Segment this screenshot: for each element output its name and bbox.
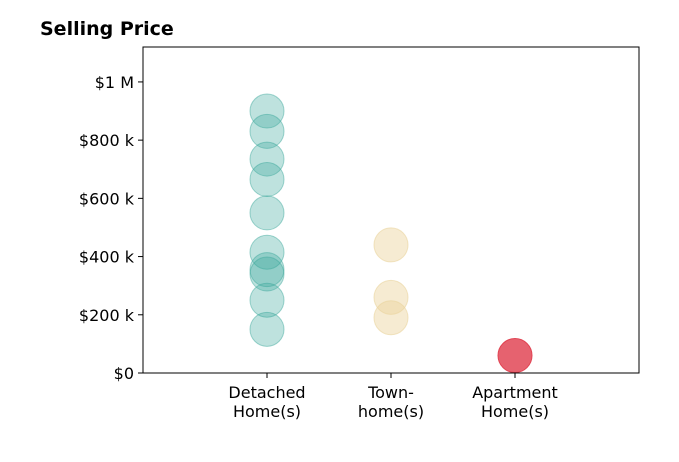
data-point-1-0 xyxy=(373,227,409,263)
data-point-0-3 xyxy=(249,161,285,197)
data-point-1-1 xyxy=(373,279,409,315)
y-axis: $0 $200 k $400 k $600 k $800 k $1 M xyxy=(79,73,143,383)
data-point-0-4 xyxy=(249,195,285,231)
x-tick-label-2: Apartment Home(s) xyxy=(472,383,558,421)
data-point-0-0 xyxy=(249,93,285,129)
data-point-0-5 xyxy=(249,234,285,270)
chart-title: Selling Price xyxy=(40,18,174,40)
y-tick-label-5: $1 M xyxy=(95,73,134,92)
data-point-0-8 xyxy=(249,282,285,318)
data-point-0-9 xyxy=(249,311,285,347)
data-point-0-7 xyxy=(249,256,285,292)
data-point-0-6 xyxy=(249,252,285,288)
y-tick-label-0: $0 xyxy=(114,364,134,383)
x-axis: Detached Home(s) Town-home(s) Apartment Home… xyxy=(228,373,558,421)
data-point-0-2 xyxy=(249,141,285,177)
y-tick-label-2: $400 k xyxy=(79,248,135,267)
data-point-1-2 xyxy=(373,300,409,336)
y-tick-label-1: $200 k xyxy=(79,306,135,325)
y-tick-label-4: $800 k xyxy=(79,131,135,150)
points-layer xyxy=(249,93,533,374)
x-tick-label-1: Town-home(s) xyxy=(358,383,424,421)
x-tick-label-0: Detached Home(s) xyxy=(228,383,305,421)
data-point-2-0 xyxy=(497,338,533,374)
y-tick-label-3: $600 k xyxy=(79,189,135,208)
data-point-0-1 xyxy=(249,113,285,149)
